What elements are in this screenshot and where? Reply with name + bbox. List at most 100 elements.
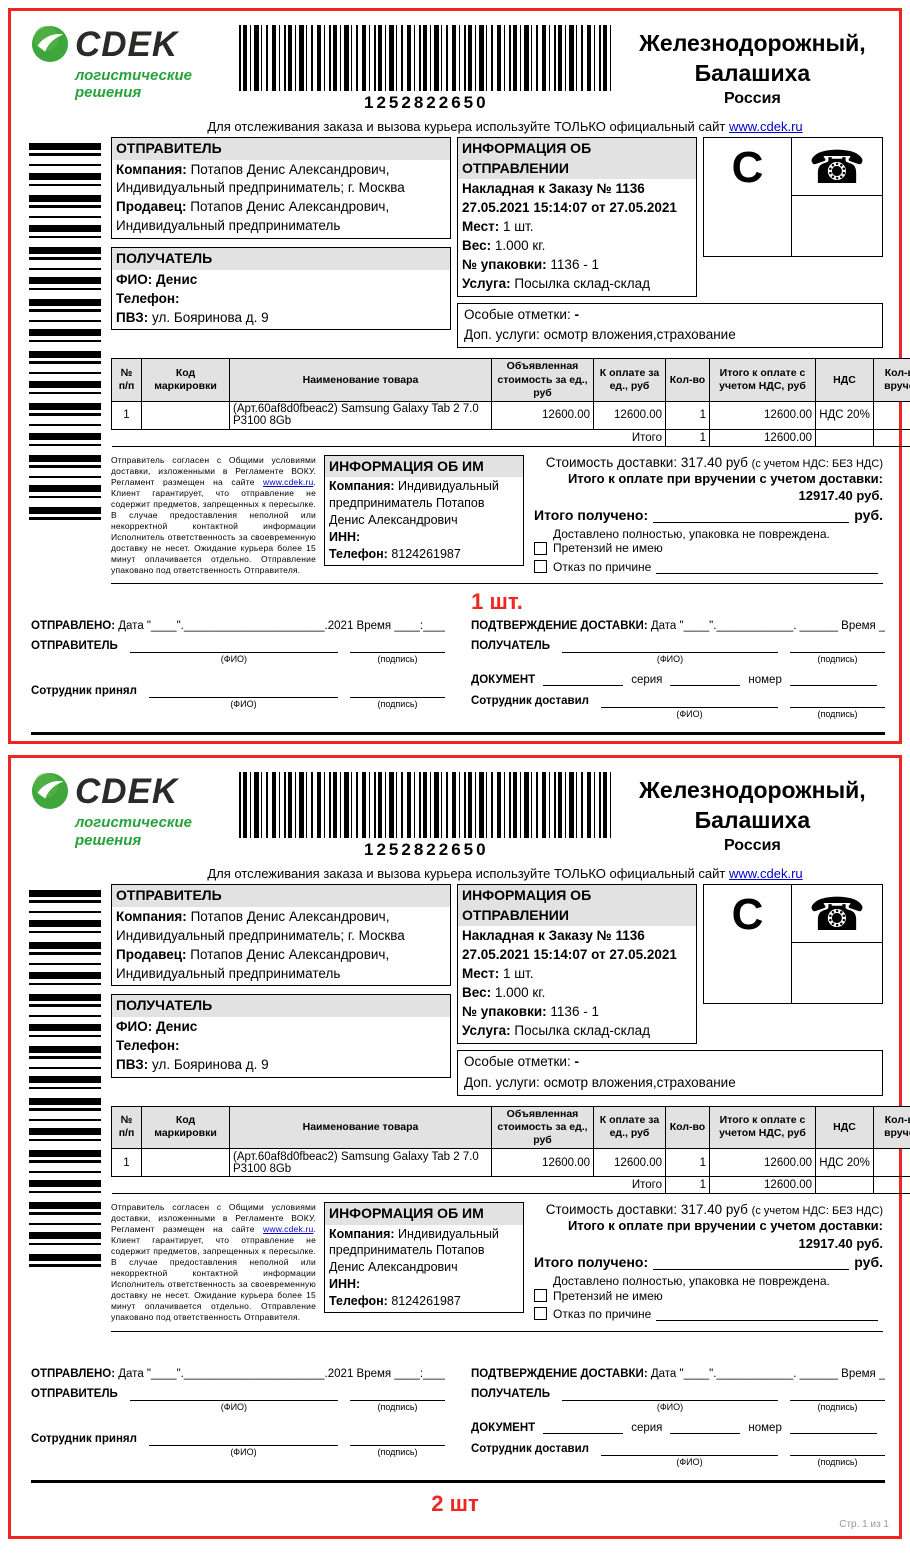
delivered-checkbox[interactable] — [534, 1289, 547, 1302]
recipient-pvz-value: ул. Бояринова д. 9 — [152, 310, 269, 325]
goods-vat: НДС 20% — [816, 401, 874, 429]
document-row: ДОКУМЕНТ серия номер — [471, 672, 885, 686]
fio-signature-line — [601, 694, 778, 708]
shipment-weight-line: Вес: 1.000 кг. — [458, 984, 696, 1003]
goods-total: 12600.00 — [710, 401, 816, 429]
terms-disclaimer: Отправитель согласен с Общими условиями … — [111, 455, 316, 577]
im-info-box: ИНФОРМАЦИЯ ОБ ИМ Компания: Индивидуальны… — [324, 1202, 524, 1313]
signature-line — [350, 684, 445, 698]
goods-num: 1 — [112, 1149, 142, 1177]
destination-city-line1: Железнодорожный, — [620, 776, 885, 806]
delivered-checkbox[interactable] — [534, 542, 547, 555]
fio-signature-line — [562, 1387, 778, 1401]
sender-sign-row: ОТПРАВИТЕЛЬ (ФИО) (подпись) — [31, 1387, 445, 1412]
col-header-total: Итого к оплате с учетом НДС, руб — [710, 359, 816, 401]
im-phone-value: 8124261987 — [391, 547, 461, 561]
number-blank-line — [790, 1420, 877, 1434]
signature-line — [350, 1432, 445, 1446]
signature-section: ОТПРАВЛЕНО: Дата "____".________________… — [11, 620, 899, 724]
sent-date-blanks: Дата "____".______________________.2021 … — [118, 620, 445, 632]
grand-total-line: Итого к оплате при вручении с учетом дос… — [534, 1217, 883, 1252]
refused-check-row: Отказ по причине — [534, 1307, 883, 1321]
extra-services-value: осмотр вложения,страхование — [544, 327, 736, 342]
cdek-logo-icon — [31, 25, 69, 63]
shipment-invoice-line: Накладная к Заказу № 1136 — [458, 927, 696, 946]
total-sum: 12600.00 — [710, 1177, 816, 1194]
cdek-site-link-small[interactable]: www.cdek.ru — [263, 1224, 313, 1234]
copy-count-label — [111, 1332, 883, 1368]
fio-signature-line — [149, 684, 338, 698]
receiver-sign-row: ПОЛУЧАТЕЛЬ (ФИО) (подпись) — [471, 639, 885, 664]
goods-vat: НДС 20% — [816, 1149, 874, 1177]
cdek-site-link[interactable]: www.cdek.ru — [729, 866, 803, 881]
payment-summary: Стоимость доставки: 317.40 руб (с учетом… — [532, 455, 883, 574]
cdek-site-link[interactable]: www.cdek.ru — [729, 119, 803, 134]
refused-checkbox[interactable] — [534, 560, 547, 573]
phone-icon: ☎ — [808, 891, 865, 937]
recipient-phone-line: Телефон: — [112, 1037, 450, 1056]
goods-table: № п/п Код маркировки Наименование товара… — [111, 1106, 910, 1194]
goods-qty: 1 — [666, 1149, 710, 1177]
empty-cell — [792, 943, 882, 1003]
special-notes-box: Особые отметки: - Доп. услуги: осмотр вл… — [457, 303, 883, 349]
col-header-handed: Кол-во вручен — [874, 1106, 910, 1148]
total-label: Итого — [112, 429, 666, 446]
refused-check-label: Отказ по причине — [553, 1307, 651, 1321]
page-number: Стр. 1 из 1 — [11, 1517, 899, 1530]
sender-signature-column: ОТПРАВЛЕНО: Дата "____".________________… — [31, 1368, 445, 1472]
recipient-box: ПОЛУЧАТЕЛЬ ФИО: Денис Телефон: ПВЗ: ул. … — [111, 247, 451, 330]
cdek-tagline: логистические решения — [75, 814, 239, 849]
delivery-cost-value: 317.40 руб — [681, 455, 748, 470]
sorting-code-box: C ☎ — [703, 137, 883, 257]
document-blank-line — [543, 1420, 623, 1434]
sender-seller-line: Продавец: Потапов Денис Александрович, И… — [112, 946, 450, 984]
fio-signature-line — [562, 639, 778, 653]
cdek-wordmark: CDEK — [75, 27, 178, 62]
col-header-name: Наименование товара — [230, 1106, 492, 1148]
confirm-date-row: ПОДТВЕРЖДЕНИЕ ДОСТАВКИ: Дата "____".____… — [471, 620, 885, 632]
refused-checkbox[interactable] — [534, 1307, 547, 1320]
shipment-date-line: 27.05.2021 15:14:07 от 27.05.2021 — [458, 199, 696, 218]
col-header-marking: Код маркировки — [142, 1106, 230, 1148]
total-label: Итого — [112, 1177, 666, 1194]
delivery-cost-line: Стоимость доставки: 317.40 руб (с учетом… — [534, 455, 883, 470]
main-barcode-block: 1252822650 — [239, 772, 620, 860]
confirm-date-blanks: Дата "____".____________. ______ Время _… — [651, 1368, 885, 1380]
total-qty: 1 — [666, 1177, 710, 1194]
cdek-site-link-small[interactable]: www.cdek.ru — [263, 477, 313, 487]
goods-name: (Арт.60af8d0fbeac2) Samsung Galaxy Tab 2… — [230, 401, 492, 429]
col-header-declared: Объявленная стоимость за ед., руб — [492, 359, 594, 401]
special-notes-value: - — [575, 307, 580, 322]
recipient-fio-line: ФИО: Денис — [112, 1018, 450, 1037]
waybill-label: CDEK логистические решения 1252822650 Же… — [8, 755, 902, 1538]
goods-total: 12600.00 — [710, 1149, 816, 1177]
vertical-barcode — [29, 890, 101, 1272]
col-header-payable: К оплате за ед., руб — [594, 1106, 666, 1148]
cdek-tagline: логистические решения — [75, 67, 239, 102]
fio-signature-line — [130, 639, 338, 653]
sender-box: ОТПРАВИТЕЛЬ Компания: Потапов Денис Алек… — [111, 137, 451, 239]
destination-city-line2: Балашиха — [620, 806, 885, 836]
delivered-check-label: Доставлено полностью, упаковка не повреж… — [553, 1274, 883, 1303]
delivery-cost-line: Стоимость доставки: 317.40 руб (с учетом… — [534, 1202, 883, 1217]
col-header-qty: Кол-во — [666, 1106, 710, 1148]
delivery-cost-value: 317.40 руб — [681, 1202, 748, 1217]
goods-marking — [142, 401, 230, 429]
staff-delivered-row: Сотрудник доставил (ФИО) (подпись) — [471, 694, 885, 719]
series-blank-line — [670, 672, 740, 686]
recipient-fio-value: Денис — [156, 1019, 197, 1034]
recipient-pvz-line: ПВЗ: ул. Бояринова д. 9 — [112, 309, 450, 328]
signature-line — [350, 639, 445, 653]
terms-disclaimer: Отправитель согласен с Общими условиями … — [111, 1202, 316, 1324]
im-inn-line: ИНН: — [325, 1276, 523, 1293]
confirm-date-blanks: Дата "____".____________. ______ Время _… — [651, 620, 885, 632]
cdek-logo: CDEK логистические решения — [31, 772, 239, 849]
received-blank-line — [653, 509, 849, 523]
goods-row: 1 (Арт.60af8d0fbeac2) Samsung Galaxy Tab… — [112, 1149, 910, 1177]
signature-line — [790, 1442, 885, 1456]
delivered-check-row: Доставлено полностью, упаковка не повреж… — [534, 527, 883, 556]
receiver-signature-column: ПОДТВЕРЖДЕНИЕ ДОСТАВКИ: Дата "____".____… — [471, 1368, 885, 1472]
signature-line — [350, 1387, 445, 1401]
received-line: Итого получено: руб. — [534, 507, 883, 523]
